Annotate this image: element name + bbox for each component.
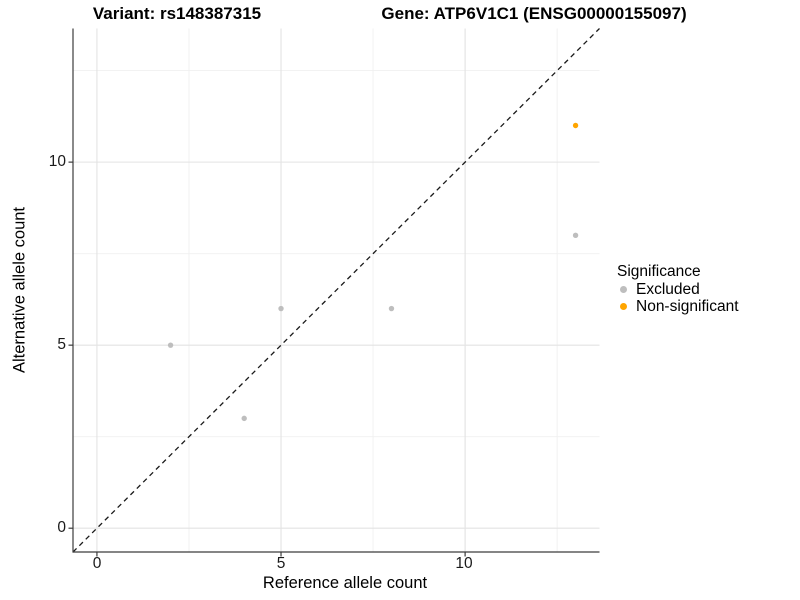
- y-tick-label-0: 0: [57, 519, 66, 536]
- identity-line: [72, 28, 600, 553]
- data-point-non-significant: [572, 122, 579, 129]
- data-point-excluded: [278, 305, 284, 312]
- excluded-dot-icon: [620, 286, 627, 293]
- legend-item-excluded: Excluded: [617, 281, 739, 298]
- x-axis-label: Reference allele count: [262, 574, 428, 592]
- y-axis-label: Alternative allele count: [10, 206, 29, 374]
- legend-title: Significance: [617, 263, 701, 280]
- data-point-excluded: [572, 232, 579, 239]
- variant-title: Variant: rs148387315: [92, 4, 262, 23]
- data-point-excluded: [388, 305, 395, 312]
- data-point-excluded: [167, 342, 174, 348]
- x-tick-label-5: 5: [276, 555, 286, 572]
- x-tick-label-0: 0: [92, 555, 102, 572]
- x-tick-label-10: 10: [455, 555, 473, 572]
- gene-title: Gene: ATP6V1C1 (ENSG00000155097): [381, 4, 687, 23]
- legend-item-label: Excluded: [636, 281, 700, 298]
- y-tick-label-5: 5: [57, 336, 66, 353]
- legend: Significance Excluded Non-significant: [617, 262, 739, 315]
- legend-item-label: Non-significant: [636, 298, 739, 315]
- data-point-excluded: [241, 415, 247, 422]
- legend-item-non-significant: Non-significant: [617, 298, 739, 315]
- non-significant-dot-icon: [620, 303, 627, 310]
- y-tick-label-10: 10: [48, 153, 66, 170]
